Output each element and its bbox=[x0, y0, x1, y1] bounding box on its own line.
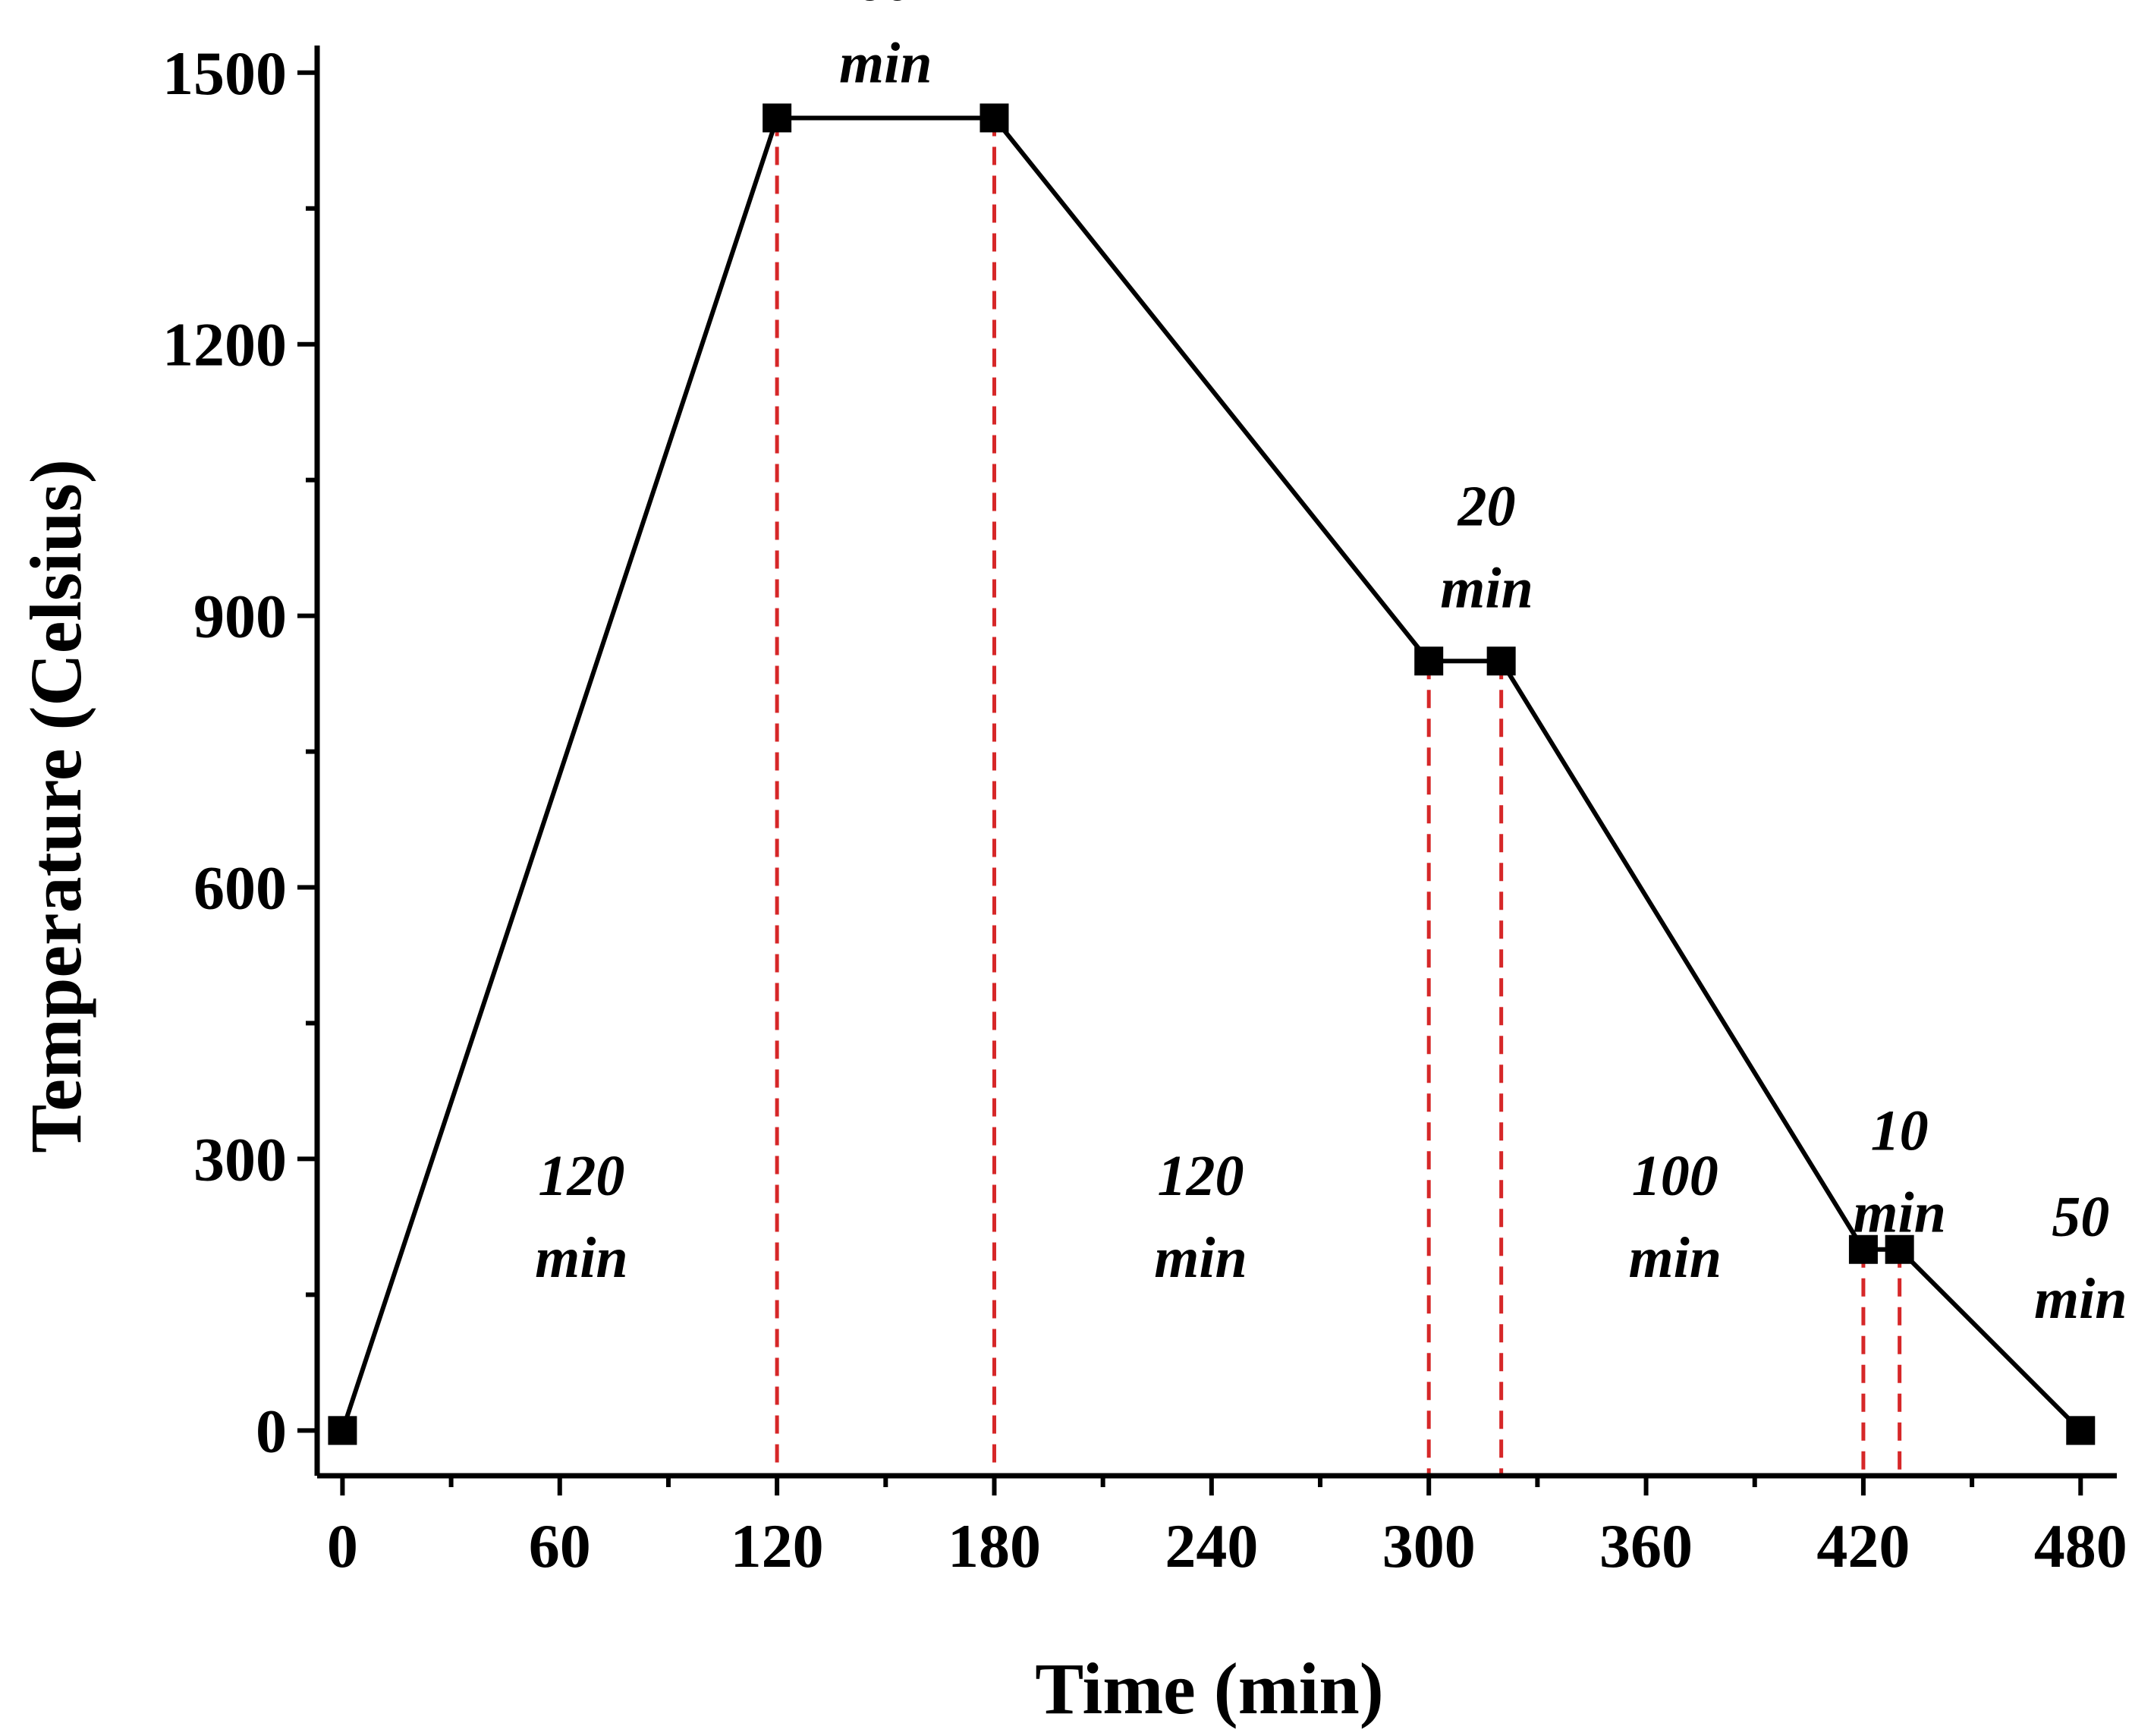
duration-annotation-value: 20 bbox=[1457, 474, 1516, 538]
data-point-marker bbox=[328, 1416, 357, 1445]
duration-annotation-value: 120 bbox=[1158, 1144, 1244, 1208]
duration-annotation-unit: min bbox=[1628, 1226, 1722, 1290]
guide-lines bbox=[775, 118, 1902, 1476]
x-tick-label: 300 bbox=[1382, 1511, 1476, 1580]
x-tick-label: 480 bbox=[2034, 1511, 2127, 1580]
x-tick-label: 420 bbox=[1816, 1511, 1910, 1580]
duration-annotation-value: 60 bbox=[857, 0, 914, 13]
x-tick-label: 120 bbox=[731, 1511, 824, 1580]
data-point-marker bbox=[1885, 1234, 1914, 1264]
data-point-marker bbox=[2066, 1416, 2096, 1445]
duration-annotation-value: 100 bbox=[1632, 1144, 1718, 1208]
y-tick-label: 1500 bbox=[162, 39, 287, 108]
series-group bbox=[328, 103, 2096, 1445]
ticks: 0 60 120 180 240 300 360 420 480 0 300 600 900 1200 15… bbox=[162, 39, 2127, 1580]
y-tick-label: 300 bbox=[193, 1124, 287, 1194]
duration-annotation-value: 120 bbox=[538, 1144, 624, 1208]
duration-annotation-value: 50 bbox=[2052, 1185, 2109, 1249]
x-tick-label: 60 bbox=[529, 1511, 591, 1580]
x-tick-label: 240 bbox=[1165, 1511, 1258, 1580]
duration-annotation-unit: min bbox=[1440, 556, 1533, 620]
axes bbox=[314, 46, 2117, 1479]
data-point-marker bbox=[763, 103, 792, 133]
duration-annotation-unit: min bbox=[2034, 1267, 2127, 1331]
y-tick-label: 1200 bbox=[162, 310, 287, 379]
annotations: 120 min 60 min 120 min 20 min 100 min 10 min 50 min bbox=[535, 0, 2127, 1331]
x-tick-label: 180 bbox=[948, 1511, 1041, 1580]
data-point-marker bbox=[1414, 646, 1444, 676]
x-tick-label: 360 bbox=[1599, 1511, 1693, 1580]
duration-annotation-value: 10 bbox=[1871, 1099, 1929, 1163]
data-point-marker bbox=[1848, 1234, 1878, 1264]
y-axis-title: Temperature (Celsius) bbox=[15, 459, 96, 1153]
y-tick-label: 600 bbox=[193, 854, 287, 923]
duration-annotation-unit: min bbox=[1853, 1181, 1946, 1245]
data-point-marker bbox=[980, 103, 1009, 133]
y-tick-label: 900 bbox=[193, 582, 287, 651]
data-point-marker bbox=[1486, 646, 1516, 676]
duration-annotation-unit: min bbox=[535, 1226, 628, 1290]
x-tick-label: 0 bbox=[327, 1511, 358, 1580]
y-tick-label: 0 bbox=[256, 1396, 287, 1465]
duration-annotation-unit: min bbox=[839, 31, 932, 95]
x-axis-title: Time (min) bbox=[1035, 1648, 1384, 1729]
duration-annotation-unit: min bbox=[1154, 1226, 1247, 1290]
